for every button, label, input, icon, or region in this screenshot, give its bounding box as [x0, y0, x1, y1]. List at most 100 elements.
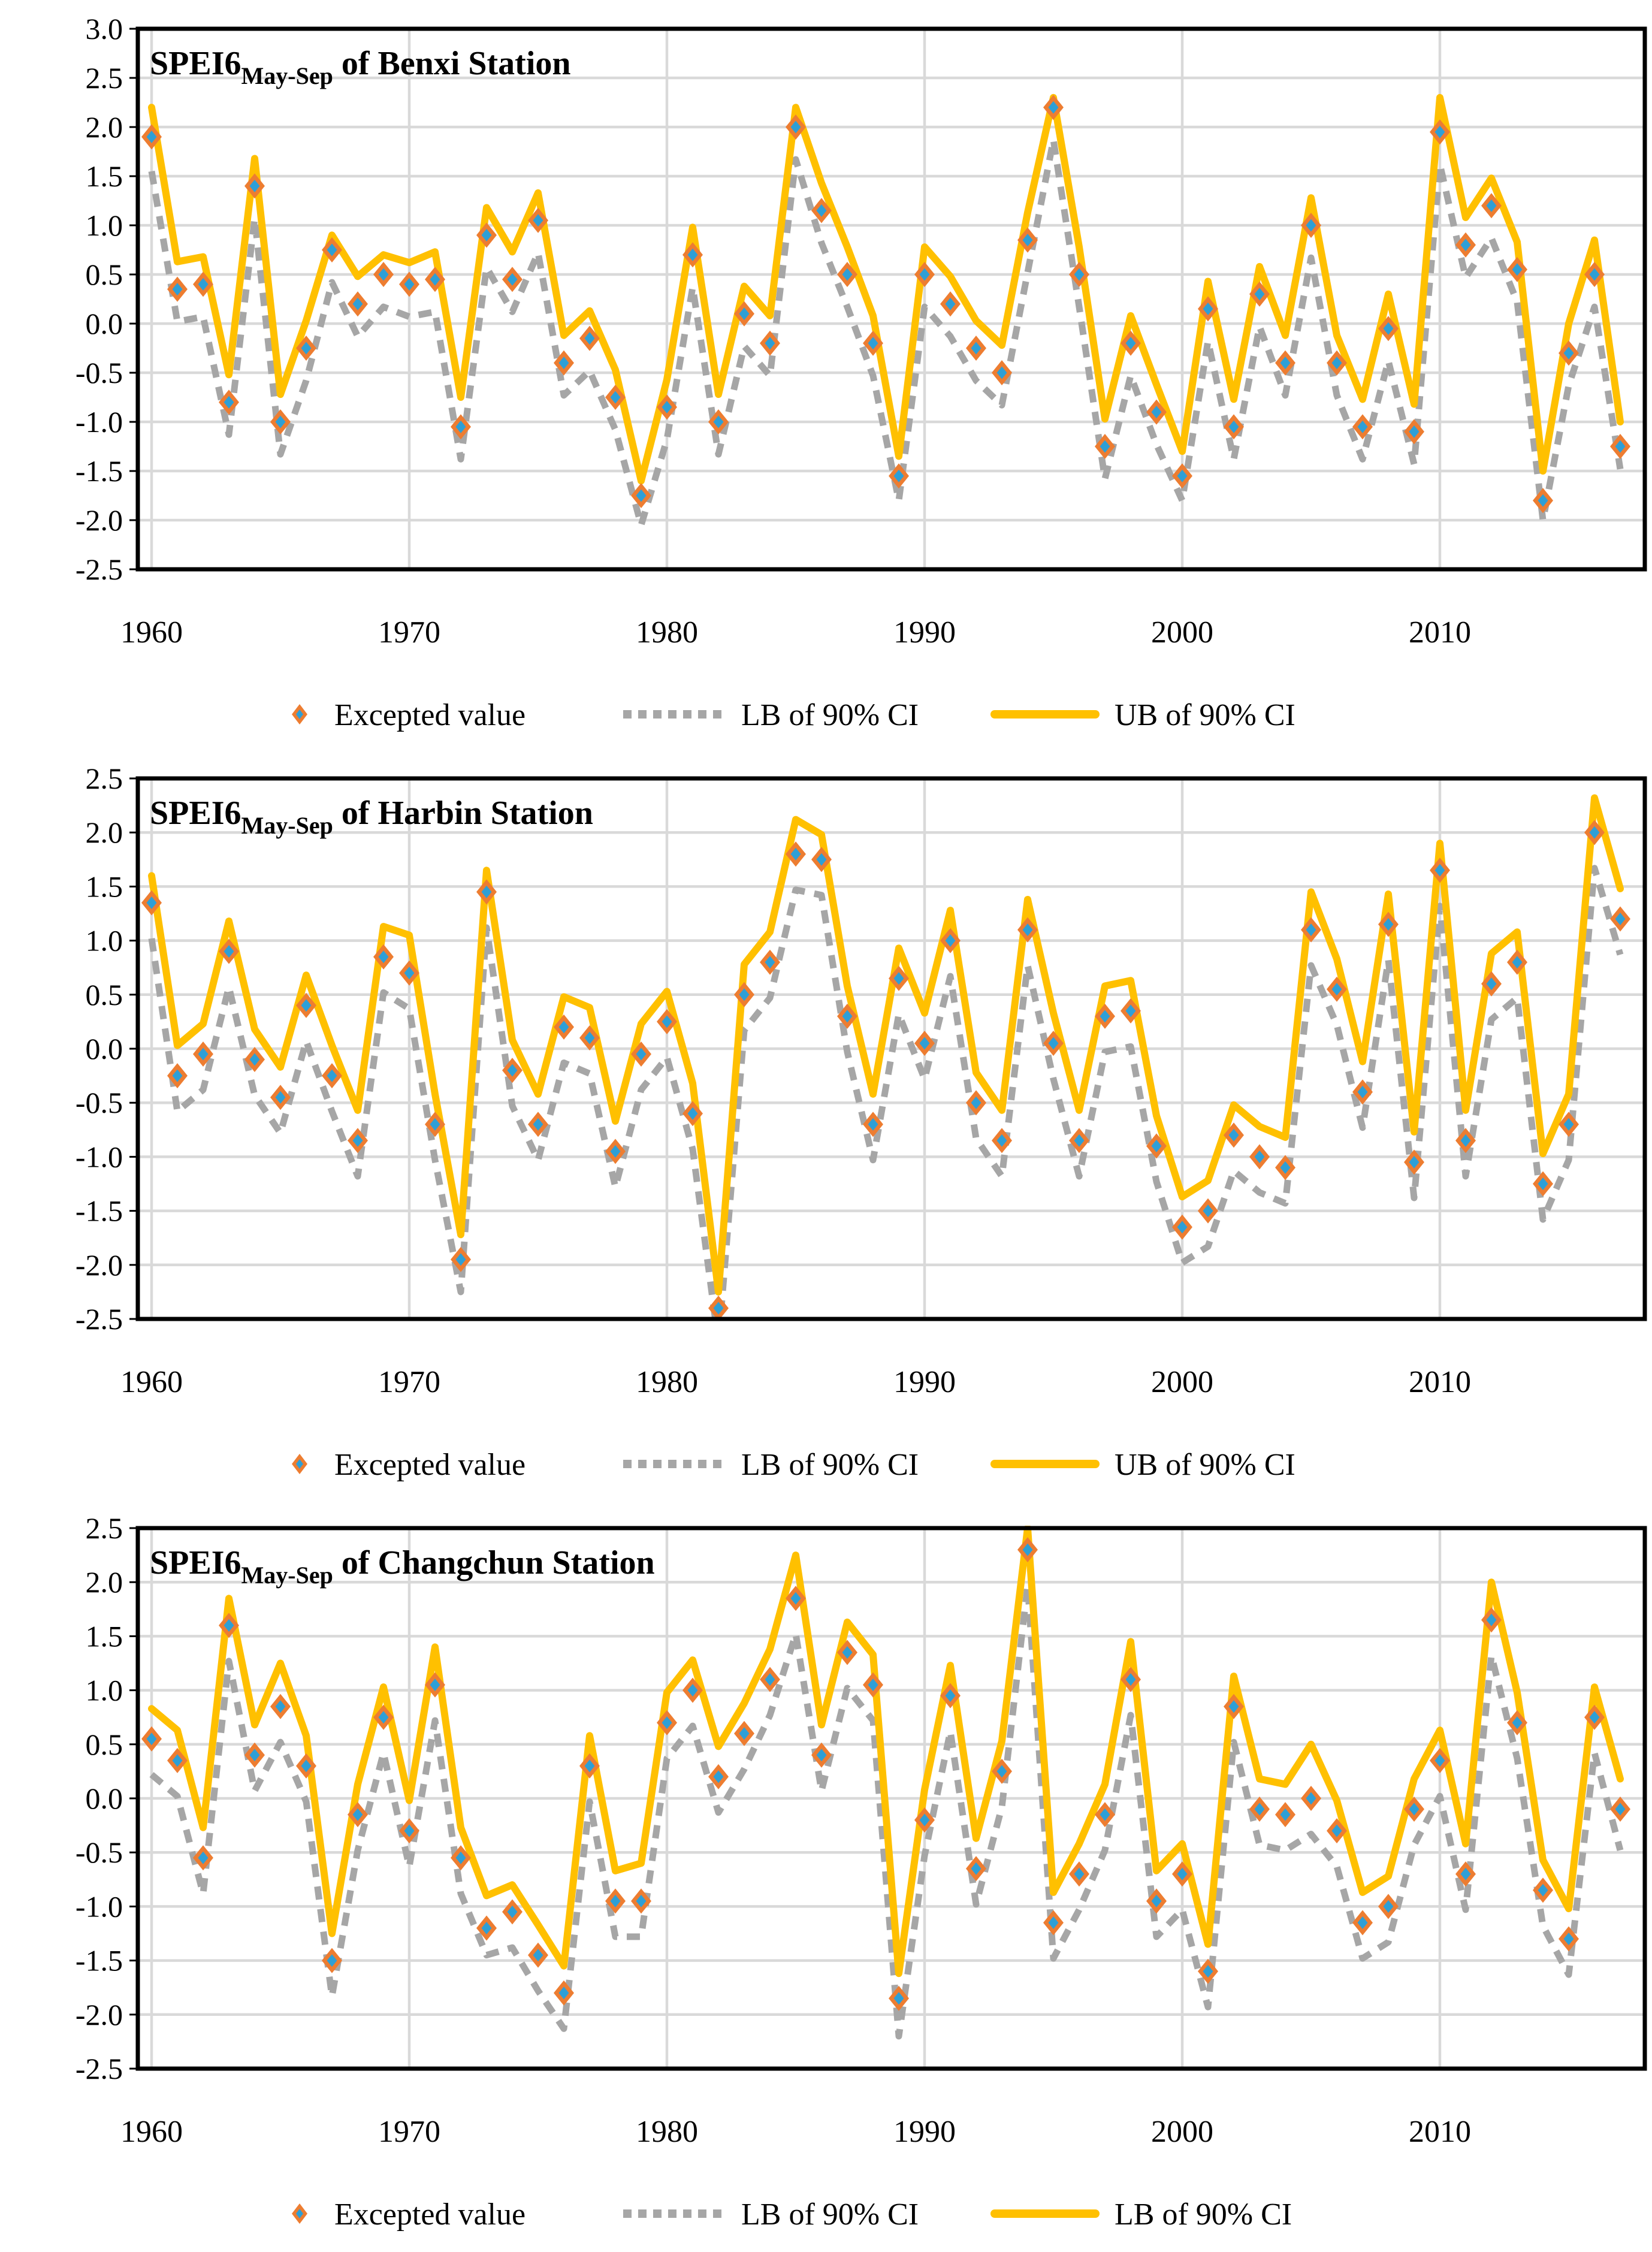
legend-item-lb: LB of 90% CI — [623, 2197, 919, 2232]
y-axis-label: -1.0 — [75, 1140, 123, 1173]
legend-label: UB of 90% CI — [1115, 1448, 1295, 1482]
ub-line — [148, 1526, 1624, 1978]
chart-svg-harbin: 2.5 2.0 1.5 1.0 0.5 0.0 -0.5 -1.0 -1.5 -2.0 -2.5 19… — [0, 750, 1652, 1499]
y-axis-label: -1.0 — [75, 1889, 123, 1923]
legend-label: LB of 90% CI — [1115, 2197, 1292, 2232]
legend-label: Excepted value — [334, 2197, 526, 2232]
chart-background — [0, 1499, 1652, 2249]
x-axis-label: 1970 — [378, 2115, 440, 2149]
legend: Excepted value LB of 90% CI UB of 90% CI — [292, 698, 1295, 732]
legend-item-excepted-value: Excepted value — [292, 2197, 526, 2232]
legend: Excepted value LB of 90% CI UB of 90% CI — [292, 1448, 1295, 1482]
y-axis-label: -2.0 — [75, 503, 123, 537]
x-axis: 1960 1970 1980 1990 2000 2010 — [120, 2115, 1471, 2149]
x-axis-label: 2000 — [1151, 2115, 1213, 2149]
chart-block-benxi: 3.0 2.5 2.0 1.5 1.0 0.5 0.0 -0.5 -1.0 -1.5 -2.0 -2.… — [0, 0, 1652, 750]
legend-item-excepted-value: Excepted value — [292, 698, 526, 732]
ub-line — [148, 794, 1624, 1296]
y-axis-label: 1.5 — [86, 159, 123, 193]
x-axis-label: 1960 — [120, 2115, 183, 2149]
chart-title-subscript: May-Sep — [241, 62, 333, 89]
x-axis-label: 1960 — [120, 1365, 183, 1399]
ub-line — [148, 93, 1624, 485]
y-axis-label: 2.0 — [86, 110, 123, 144]
chart-title: SPEI6May-Sep of Benxi Station — [150, 45, 571, 89]
y-axis-label: 0.0 — [86, 1782, 123, 1815]
y-axis-label: 0.5 — [86, 978, 123, 1012]
legend-label: Excepted value — [334, 1448, 526, 1482]
legend-label: Excepted value — [334, 698, 526, 732]
y-axis: 2.5 2.0 1.5 1.0 0.5 0.0 -0.5 -1.0 -1.5 -2.0 -2.5 — [75, 762, 138, 1336]
y-axis-label: -2.5 — [75, 553, 123, 586]
legend-label: LB of 90% CI — [741, 2197, 919, 2232]
y-axis-label: 1.0 — [86, 1674, 123, 1707]
y-axis-label: 0.0 — [86, 307, 123, 340]
legend-item-ub: LB of 90% CI — [990, 2197, 1292, 2232]
x-axis-label: 2000 — [1151, 615, 1213, 650]
chart-title: SPEI6May-Sep of Changchun Station — [150, 1544, 655, 1589]
y-axis-label: -1.5 — [75, 1944, 123, 1978]
x-axis-label: 1970 — [378, 615, 440, 650]
y-axis-label: 2.5 — [86, 61, 123, 95]
x-axis-label: 2000 — [1151, 1365, 1213, 1399]
y-axis-label: 2.0 — [86, 1565, 123, 1599]
legend-item-lb: LB of 90% CI — [623, 698, 919, 732]
y-axis-label: 2.0 — [86, 816, 123, 849]
legend-label: LB of 90% CI — [741, 698, 919, 732]
y-axis-label: 1.0 — [86, 924, 123, 958]
chart-svg-benxi: 3.0 2.5 2.0 1.5 1.0 0.5 0.0 -0.5 -1.0 -1.5 -2.0 -2.… — [0, 0, 1652, 750]
lb-line — [148, 136, 1624, 529]
legend-label: UB of 90% CI — [1115, 698, 1295, 732]
y-axis-label: -2.5 — [75, 2052, 123, 2085]
y-axis-label: 2.5 — [86, 762, 123, 795]
legend-item-ub: UB of 90% CI — [990, 698, 1295, 732]
legend-item-excepted-value: Excepted value — [292, 1448, 526, 1482]
x-axis-label: 2010 — [1409, 2115, 1471, 2149]
y-axis-label: -2.0 — [75, 1998, 123, 2031]
x-axis: 1960 1970 1980 1990 2000 2010 — [120, 615, 1471, 650]
x-axis-label: 2010 — [1409, 615, 1471, 650]
x-axis-label: 1980 — [636, 2115, 698, 2149]
y-axis-label: -1.5 — [75, 1194, 123, 1228]
legend-diamond-icon-center — [296, 710, 303, 719]
legend: Excepted value LB of 90% CI LB of 90% CI — [292, 2197, 1292, 2232]
chart-block-changchun: 2.5 2.0 1.5 1.0 0.5 0.0 -0.5 -1.0 -1.5 -2.0 -2.5 19… — [0, 1499, 1652, 2249]
x-axis-label: 1990 — [893, 2115, 956, 2149]
y-axis-label: 3.0 — [86, 12, 123, 46]
y-axis-label: 1.5 — [86, 1619, 123, 1653]
y-axis-label: -2.5 — [75, 1302, 123, 1336]
legend-item-ub: UB of 90% CI — [990, 1448, 1295, 1482]
y-axis-label: 1.5 — [86, 870, 123, 903]
legend-diamond-icon-center — [296, 2209, 303, 2218]
y-axis-label: 2.5 — [86, 1511, 123, 1545]
x-axis-label: 1980 — [636, 1365, 698, 1399]
chart-title-subscript: May-Sep — [241, 1562, 333, 1589]
chart-title: SPEI6May-Sep of Harbin Station — [150, 795, 593, 839]
legend-item-lb: LB of 90% CI — [623, 1448, 919, 1482]
lb-line — [149, 1582, 1624, 2040]
y-axis-label: -0.5 — [75, 1836, 123, 1869]
y-axis-label: 1.0 — [86, 209, 123, 242]
chart-title-subscript: May-Sep — [241, 812, 333, 839]
x-axis-label: 1960 — [120, 615, 183, 650]
y-axis-label: -1.5 — [75, 454, 123, 488]
y-axis-label: -0.5 — [75, 356, 123, 390]
plot-border — [135, 26, 1647, 572]
y-axis-label: -0.5 — [75, 1086, 123, 1119]
y-axis-label: -1.0 — [75, 405, 123, 439]
chart-svg-changchun: 2.5 2.0 1.5 1.0 0.5 0.0 -0.5 -1.0 -1.5 -2.0 -2.5 19… — [0, 1499, 1652, 2249]
y-axis-label: 0.5 — [86, 1728, 123, 1761]
x-axis-label: 1990 — [893, 615, 956, 650]
y-axis-label: 0.0 — [86, 1032, 123, 1065]
x-axis: 1960 1970 1980 1990 2000 2010 — [120, 1365, 1471, 1399]
y-axis: 3.0 2.5 2.0 1.5 1.0 0.5 0.0 -0.5 -1.0 -1.5 -2.0 -2.… — [75, 12, 138, 586]
legend-diamond-icon-center — [296, 1459, 303, 1469]
y-axis: 2.5 2.0 1.5 1.0 0.5 0.0 -0.5 -1.0 -1.5 -2.0 -2.5 — [75, 1511, 138, 2085]
x-axis-label: 1990 — [893, 1365, 956, 1399]
x-axis-label: 1980 — [636, 615, 698, 650]
x-axis-label: 2010 — [1409, 1365, 1471, 1399]
y-axis-label: 0.5 — [86, 258, 123, 291]
x-axis-label: 1970 — [378, 1365, 440, 1399]
lb-line — [148, 865, 1624, 1321]
